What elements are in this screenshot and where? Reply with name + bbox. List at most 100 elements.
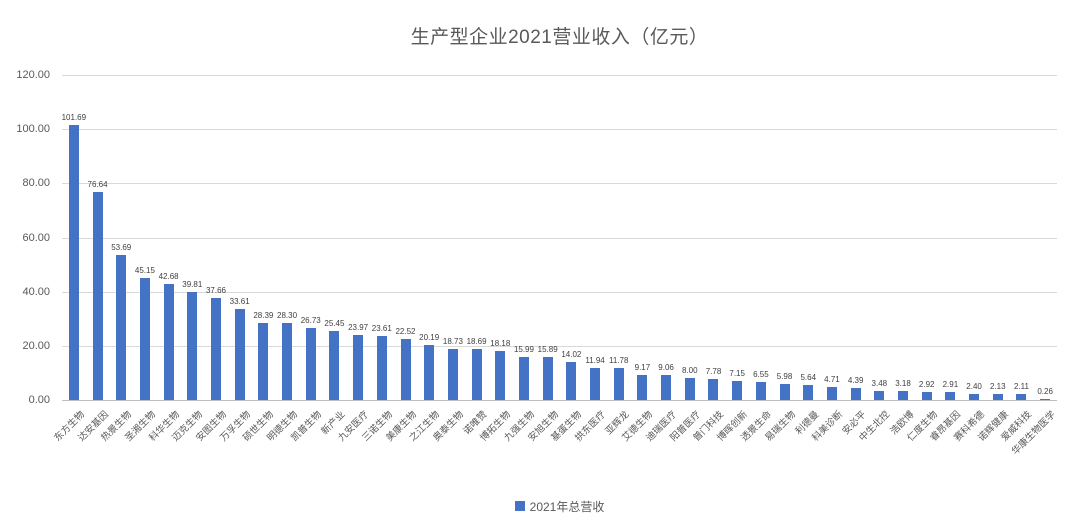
value-label: 5.98	[776, 371, 793, 381]
value-label: 20.19	[419, 333, 440, 343]
bar-艾德生物	[637, 375, 648, 400]
y-axis-tick-label: 0.00	[28, 394, 50, 406]
value-label: 28.39	[253, 311, 274, 321]
bar-博晖创新	[732, 380, 743, 400]
value-label: 25.45	[324, 319, 345, 329]
value-label: 2.91	[942, 380, 959, 390]
bar-利德曼	[803, 384, 814, 400]
value-label: 7.78	[705, 366, 722, 376]
value-label: 3.18	[895, 379, 911, 389]
value-label: 7.15	[729, 368, 745, 378]
legend-label: 2021年总营收	[529, 499, 605, 514]
value-label: 53.69	[111, 242, 132, 252]
value-label: 14.02	[561, 350, 582, 360]
bar-博拓生物	[495, 350, 506, 400]
bar-安图生物	[210, 298, 221, 400]
bar-诺辉健康	[992, 394, 1003, 400]
bar-三诺生物	[376, 336, 387, 400]
bar-华康生物医学	[1040, 399, 1051, 400]
value-label: 11.78	[609, 356, 629, 366]
gridline	[62, 345, 1057, 347]
y-axis-tick-label: 120.00	[16, 69, 50, 81]
value-label: 15.99	[513, 344, 534, 354]
bar-普门科技	[708, 378, 719, 400]
legend: 2021年总营收	[62, 496, 1057, 516]
y-axis-tick-label: 60.00	[22, 231, 50, 244]
bar-明德生物	[282, 323, 293, 400]
gridline	[62, 237, 1057, 239]
bar-迈克生物	[187, 292, 198, 400]
value-label: 26.73	[300, 315, 321, 325]
value-label: 2.40	[966, 381, 982, 391]
y-axis-tick-label: 40.00	[22, 285, 50, 298]
value-label: 15.89	[537, 344, 558, 354]
bar-万孚生物	[234, 308, 245, 400]
value-label: 0.26	[1037, 387, 1053, 396]
bar-浩欧博	[898, 391, 908, 400]
bar-基蛋生物	[566, 362, 577, 400]
bar-阳普医疗	[684, 378, 695, 400]
value-label: 3.48	[871, 378, 888, 388]
value-label: 11.94	[585, 355, 605, 365]
bar-安必平	[850, 388, 861, 400]
bar-亚辉龙	[613, 368, 624, 400]
bar-科美诊断	[826, 387, 837, 400]
value-label: 8.00	[682, 366, 698, 376]
bar-仁度生物	[921, 392, 932, 400]
value-label: 28.30	[277, 311, 298, 321]
bar-之江生物	[424, 345, 435, 400]
value-label: 4.71	[824, 375, 840, 385]
value-label: 9.17	[634, 363, 651, 373]
gridline	[62, 183, 1057, 185]
value-label: 18.73	[442, 337, 463, 347]
value-label: 23.61	[371, 324, 392, 334]
gridline	[62, 129, 1057, 131]
value-label: 5.64	[800, 372, 817, 382]
value-label: 39.81	[182, 280, 203, 290]
bar-热景生物	[116, 254, 127, 400]
bar-易瑞生物	[779, 383, 790, 400]
bar-达安基因	[92, 192, 103, 400]
bar-圣湘生物	[139, 277, 150, 400]
value-label: 6.55	[753, 370, 769, 380]
legend-swatch-icon	[514, 501, 525, 511]
bar-拱东医疗	[590, 367, 601, 400]
value-label: 18.18	[490, 338, 511, 348]
value-label: 4.39	[847, 376, 864, 386]
bar-东方生物	[68, 124, 79, 400]
gridline	[62, 291, 1057, 293]
value-label: 45.15	[134, 265, 155, 275]
y-axis-tick-label: 80.00	[22, 177, 50, 190]
bar-奥泰生物	[447, 349, 458, 400]
bar-九强生物	[518, 356, 529, 400]
bar-科华生物	[163, 284, 174, 400]
bar-新产业	[329, 331, 340, 400]
value-label: 33.61	[229, 296, 250, 306]
bar-透景生命	[755, 382, 766, 400]
bar-中生北控	[874, 390, 885, 400]
value-label: 2.13	[989, 382, 1006, 392]
value-label: 18.69	[466, 337, 487, 347]
value-label: 22.52	[395, 327, 416, 336]
value-label: 9.06	[658, 363, 674, 373]
value-label: 37.66	[205, 286, 226, 295]
value-label: 42.68	[158, 272, 179, 282]
bar-迪瑞医疗	[661, 375, 672, 400]
value-label: 2.11	[1013, 382, 1029, 392]
value-label: 23.97	[348, 323, 369, 333]
bar-赛科希德	[969, 393, 980, 400]
y-axis-tick-label: 20.00	[22, 339, 50, 352]
chart-title: 生产型企业2021营业收入（亿元）	[410, 27, 709, 48]
bar-美康生物	[400, 339, 411, 400]
gridline	[62, 75, 1057, 76]
bar-硕世生物	[258, 323, 269, 400]
y-axis-tick-label: 100.00	[16, 123, 50, 136]
bar-凯普生物	[305, 327, 316, 400]
bar-睿昂基因	[945, 392, 956, 400]
bar-爱威科技	[1016, 394, 1027, 400]
value-label: 76.64	[87, 180, 108, 190]
plot-area: 120.00 100.00 80.00 60.00 40.00 20.00 0.00 101.…	[16, 69, 1058, 457]
gridline	[62, 400, 1057, 401]
value-label: 101.69	[61, 112, 87, 122]
